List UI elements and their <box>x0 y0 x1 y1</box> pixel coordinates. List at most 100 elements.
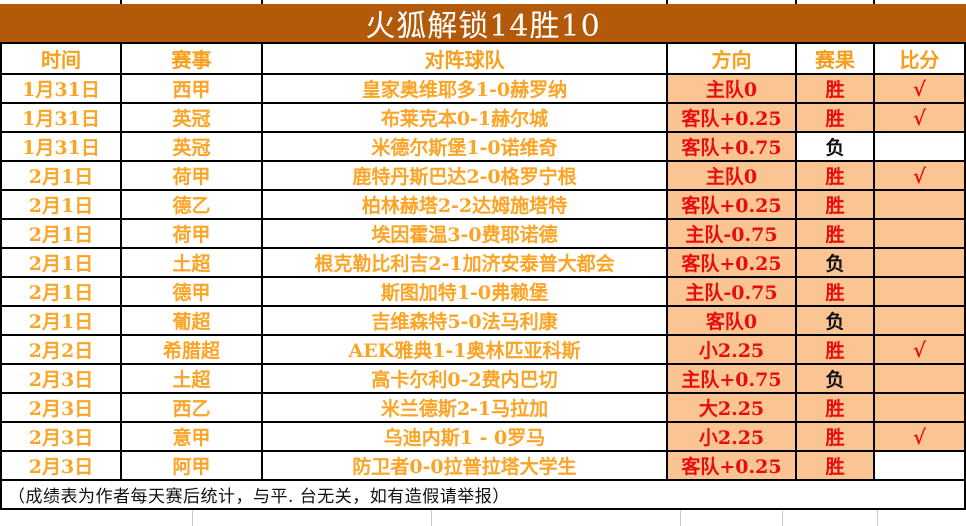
grid-tick <box>261 0 263 4</box>
cell-check: √ <box>875 104 966 133</box>
cell-date: 2月1日 <box>2 249 122 278</box>
cell-league: 英冠 <box>122 104 263 133</box>
cell-result: 胜 <box>797 278 875 307</box>
faint-gridline <box>877 510 878 526</box>
cell-result: 负 <box>797 133 875 162</box>
table-row: 1月31日 英冠 米德尔斯堡1-0诺维奇 客队+0.75 负 <box>2 133 966 162</box>
cell-direction: 主队0 <box>668 162 797 191</box>
faint-gridline <box>192 510 193 526</box>
cell-league: 土超 <box>122 365 263 394</box>
cell-direction: 大2.25 <box>668 394 797 423</box>
cell-match: 米兰德斯2-1马拉加 <box>263 394 668 423</box>
cell-league: 英冠 <box>122 133 263 162</box>
col-header-direction: 方向 <box>668 44 797 75</box>
results-table: 时间 赛事 对阵球队 方向 赛果 比分 1月31日 西甲 皇家奥维耶多1-0赫罗… <box>0 44 966 481</box>
cell-date: 2月1日 <box>2 191 122 220</box>
grid-tick <box>666 0 668 4</box>
cell-match: 根克勒比利吉2-1加济安泰普大都会 <box>263 249 668 278</box>
cell-check <box>875 452 966 481</box>
cell-check: √ <box>875 75 966 104</box>
cell-check <box>875 307 966 336</box>
cell-date: 2月3日 <box>2 394 122 423</box>
table-row: 1月31日 英冠 布莱克本0-1赫尔城 客队+0.25 胜 √ <box>2 104 966 133</box>
cell-date: 1月31日 <box>2 133 122 162</box>
cell-direction: 主队+0.75 <box>668 365 797 394</box>
col-header-result: 赛果 <box>797 44 875 75</box>
cell-direction: 客队+0.25 <box>668 104 797 133</box>
table-row: 2月3日 意甲 乌迪内斯1 - 0罗马 小2.25 胜 √ <box>2 423 966 452</box>
cell-league: 希腊超 <box>122 336 263 365</box>
cell-check <box>875 249 966 278</box>
cell-date: 2月1日 <box>2 220 122 249</box>
cell-check <box>875 394 966 423</box>
cell-date: 1月31日 <box>2 75 122 104</box>
cell-check <box>875 133 966 162</box>
cell-result: 胜 <box>797 191 875 220</box>
footer-note: （成绩表为作者每天赛后统计，与平. 台无关，如有造假请举报） <box>8 487 510 507</box>
cell-direction: 客队0 <box>668 307 797 336</box>
cell-match: 埃因霍温3-0费耶诺德 <box>263 220 668 249</box>
cell-date: 2月3日 <box>2 452 122 481</box>
table-row: 2月3日 土超 高卡尔利0-2费内巴切 主队+0.75 负 <box>2 365 966 394</box>
cell-result: 胜 <box>797 162 875 191</box>
table-row: 2月1日 荷甲 埃因霍温3-0费耶诺德 主队-0.75 胜 <box>2 220 966 249</box>
cell-match: 皇家奥维耶多1-0赫罗纳 <box>263 75 668 104</box>
faint-gridline <box>431 510 432 526</box>
table-row: 2月3日 西乙 米兰德斯2-1马拉加 大2.25 胜 <box>2 394 966 423</box>
cell-date: 2月1日 <box>2 162 122 191</box>
cell-direction: 客队+0.25 <box>668 191 797 220</box>
cell-direction: 小2.25 <box>668 423 797 452</box>
faint-gridline <box>782 510 783 526</box>
table-row: 2月2日 希腊超 AEK雅典1-1奥林匹亚科斯 小2.25 胜 √ <box>2 336 966 365</box>
title-bar: 火狐解锁14胜10 <box>0 4 966 44</box>
cell-result: 胜 <box>797 423 875 452</box>
table-row: 2月1日 德甲 斯图加特1-0弗赖堡 主队-0.75 胜 <box>2 278 966 307</box>
cell-check <box>875 220 966 249</box>
table-row: 2月1日 德乙 柏林赫塔2-2达姆施塔特 客队+0.25 胜 <box>2 191 966 220</box>
cell-league: 荷甲 <box>122 220 263 249</box>
table-row: 2月3日 阿甲 防卫者0-0拉普拉塔大学生 客队+0.25 胜 <box>2 452 966 481</box>
cell-direction: 小2.25 <box>668 336 797 365</box>
cell-date: 2月3日 <box>2 423 122 452</box>
top-grid-strip <box>0 0 966 4</box>
cell-date: 2月2日 <box>2 336 122 365</box>
col-header-time: 时间 <box>2 44 122 75</box>
cell-league: 西乙 <box>122 394 263 423</box>
col-header-matchup: 对阵球队 <box>263 44 668 75</box>
cell-league: 荷甲 <box>122 162 263 191</box>
cell-league: 葡超 <box>122 307 263 336</box>
cell-result: 胜 <box>797 75 875 104</box>
page-title: 火狐解锁14胜10 <box>365 9 601 44</box>
cell-check: √ <box>875 162 966 191</box>
cell-direction: 客队+0.25 <box>668 452 797 481</box>
cell-result: 胜 <box>797 394 875 423</box>
grid-tick <box>873 0 875 4</box>
footer-disclaimer: （成绩表为作者每天赛后统计，与平. 台无关，如有造假请举报） <box>0 481 966 510</box>
cell-league: 西甲 <box>122 75 263 104</box>
cell-league: 土超 <box>122 249 263 278</box>
cell-result: 负 <box>797 249 875 278</box>
table-row: 2月1日 葡超 吉维森特5-0法马利康 客队0 负 <box>2 307 966 336</box>
cell-league: 意甲 <box>122 423 263 452</box>
cell-check: √ <box>875 423 966 452</box>
grid-tick <box>120 0 122 4</box>
cell-match: 吉维森特5-0法马利康 <box>263 307 668 336</box>
cell-league: 阿甲 <box>122 452 263 481</box>
cell-league: 德乙 <box>122 191 263 220</box>
cell-match: 斯图加特1-0弗赖堡 <box>263 278 668 307</box>
grid-tick <box>795 0 797 4</box>
cell-direction: 主队0 <box>668 75 797 104</box>
cell-match: 乌迪内斯1 - 0罗马 <box>263 423 668 452</box>
cell-direction: 主队-0.75 <box>668 278 797 307</box>
table-row: 2月1日 土超 根克勒比利吉2-1加济安泰普大都会 客队+0.25 负 <box>2 249 966 278</box>
cell-match: 柏林赫塔2-2达姆施塔特 <box>263 191 668 220</box>
cell-result: 负 <box>797 365 875 394</box>
cell-match: 米德尔斯堡1-0诺维奇 <box>263 133 668 162</box>
cell-match: AEK雅典1-1奥林匹亚科斯 <box>263 336 668 365</box>
cell-result: 胜 <box>797 336 875 365</box>
cell-direction: 主队-0.75 <box>668 220 797 249</box>
col-header-league: 赛事 <box>122 44 263 75</box>
cell-date: 2月3日 <box>2 365 122 394</box>
cell-date: 1月31日 <box>2 104 122 133</box>
